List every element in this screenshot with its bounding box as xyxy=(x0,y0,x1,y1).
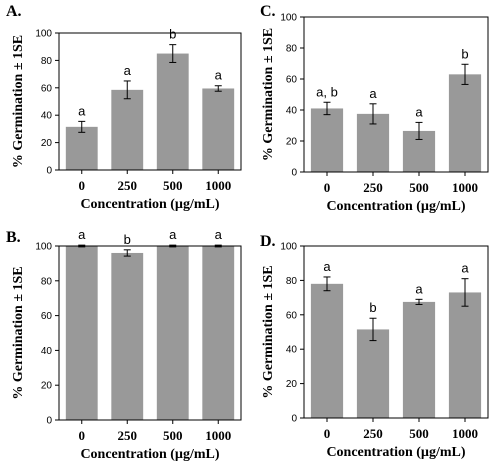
y-axis-label: % Germination ± 1SE xyxy=(261,28,276,161)
plot-frame xyxy=(303,16,489,173)
bar xyxy=(65,126,98,170)
chart-panel-c: C. 0 20 40 60 80 100 a, b 0 a 250 a 500 b 1000 % Germin… xyxy=(260,3,489,214)
x-tick-label: 500 xyxy=(163,428,183,443)
y-tick-label: 60 xyxy=(41,83,53,94)
x-tick-label: 250 xyxy=(363,426,383,441)
x-tick-label: 1000 xyxy=(205,428,231,443)
significance-label: b xyxy=(124,232,131,247)
bar xyxy=(448,74,482,172)
significance-label: a xyxy=(169,227,177,242)
plot-frame xyxy=(58,245,242,421)
y-tick-label: 0 xyxy=(46,416,52,427)
bar xyxy=(202,88,235,170)
x-axis-label: Concentration (µg/mL) xyxy=(326,445,465,460)
x-tick-label: 500 xyxy=(163,178,183,193)
y-tick-label: 100 xyxy=(280,13,297,24)
x-tick-label: 250 xyxy=(118,178,138,193)
panel-label: C. xyxy=(260,3,276,20)
bar xyxy=(448,292,482,418)
x-tick-label: 250 xyxy=(118,428,138,443)
y-tick-label: 60 xyxy=(286,310,298,321)
significance-label: a xyxy=(369,86,377,101)
y-tick-label: 80 xyxy=(41,276,53,287)
y-tick-label: 100 xyxy=(35,242,52,253)
chart-panel-a: A. 0 20 40 60 80 100 a 0 a 250 b 500 a 1000 % Germinati… xyxy=(6,3,242,212)
significance-label: a xyxy=(78,227,86,242)
bar xyxy=(111,89,144,170)
y-tick-label: 80 xyxy=(286,44,298,55)
y-axis-label: % Germination ± 1SE xyxy=(11,35,26,168)
bar xyxy=(310,108,344,172)
y-axis-label: % Germination ± 1SE xyxy=(261,265,276,398)
x-tick-label: 0 xyxy=(79,428,86,443)
significance-label: a xyxy=(415,104,423,119)
bar xyxy=(356,329,390,418)
y-tick-label: 100 xyxy=(35,29,52,40)
y-axis-label: % Germination ± 1SE xyxy=(11,266,26,399)
y-tick-label: 40 xyxy=(286,106,298,117)
x-tick-label: 0 xyxy=(324,180,331,195)
y-tick-label: 20 xyxy=(41,381,53,392)
significance-label: b xyxy=(461,46,468,61)
y-tick-label: 40 xyxy=(41,346,53,357)
bar xyxy=(310,283,344,418)
x-tick-label: 500 xyxy=(409,180,429,195)
x-tick-label: 0 xyxy=(79,178,86,193)
significance-label: b xyxy=(369,300,376,315)
chart-panel-d: D. 0 20 40 60 80 100 a 0 b 250 a 500 a 1000 % Germinati… xyxy=(260,233,489,460)
significance-label: a xyxy=(124,63,132,78)
bar xyxy=(65,246,98,420)
y-tick-label: 80 xyxy=(286,276,298,287)
significance-label: a xyxy=(78,103,86,118)
y-tick-label: 40 xyxy=(286,345,298,356)
panel-label: A. xyxy=(6,3,22,20)
significance-label: a xyxy=(215,68,223,83)
significance-label: a xyxy=(461,261,469,276)
y-tick-label: 0 xyxy=(46,166,52,177)
significance-label: a xyxy=(215,227,223,242)
y-tick-label: 40 xyxy=(41,111,53,122)
y-tick-label: 20 xyxy=(41,138,53,149)
x-tick-label: 0 xyxy=(324,426,331,441)
y-tick-label: 0 xyxy=(291,168,297,179)
x-tick-label: 250 xyxy=(363,180,383,195)
panel-label: B. xyxy=(6,229,21,246)
x-axis-label: Concentration (µg/mL) xyxy=(326,199,465,214)
x-tick-label: 1000 xyxy=(452,426,478,441)
y-tick-label: 60 xyxy=(41,311,53,322)
y-tick-label: 20 xyxy=(286,137,298,148)
plot-frame xyxy=(58,32,242,171)
x-axis-label: Concentration (µg/mL) xyxy=(80,447,219,462)
y-tick-label: 80 xyxy=(41,56,53,67)
significance-label: a, b xyxy=(316,84,338,99)
bar xyxy=(111,252,144,420)
y-tick-label: 100 xyxy=(280,242,297,253)
significance-label: b xyxy=(169,27,176,42)
x-axis-label: Concentration (µg/mL) xyxy=(80,197,219,212)
bar xyxy=(202,246,235,420)
bar xyxy=(156,53,189,170)
panel-label: D. xyxy=(260,233,276,250)
bar xyxy=(402,301,436,418)
y-tick-label: 20 xyxy=(286,379,298,390)
x-tick-label: 1000 xyxy=(205,178,231,193)
chart-panel-b: B. 0 20 40 60 80 100 a 0 b 250 a 500 a 1000 % Germinati… xyxy=(6,227,242,462)
bar xyxy=(156,246,189,420)
plot-frame xyxy=(303,245,489,419)
x-tick-label: 1000 xyxy=(452,180,478,195)
significance-label: a xyxy=(323,259,331,274)
significance-label: a xyxy=(415,281,423,296)
y-tick-label: 0 xyxy=(291,414,297,425)
y-tick-label: 60 xyxy=(286,75,298,86)
x-tick-label: 500 xyxy=(409,426,429,441)
